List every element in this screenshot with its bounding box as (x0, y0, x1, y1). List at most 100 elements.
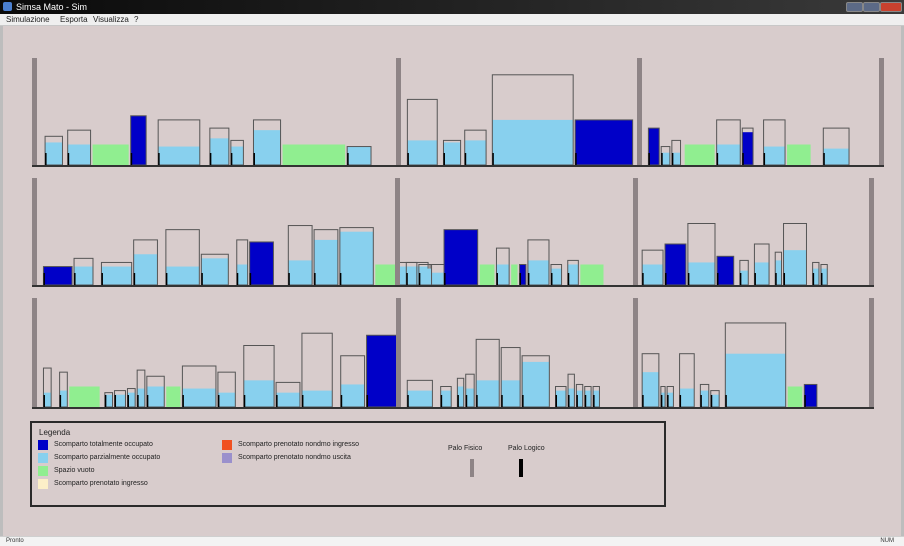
logical-pole (288, 273, 290, 285)
logical-pole (347, 153, 349, 165)
compartment-partial (550, 268, 562, 285)
logical-pole (496, 273, 498, 285)
logical-pole (754, 273, 756, 285)
legend-swatch-occupied (38, 440, 48, 450)
logical-pole (444, 273, 446, 285)
minimize-button[interactable] (846, 2, 863, 12)
logical-pole (130, 153, 133, 165)
logical-pole (59, 395, 62, 407)
menu-visualizza[interactable]: Visualizza (93, 15, 129, 24)
compartment-occupied (43, 266, 73, 285)
palo-logico-swatch (519, 459, 523, 477)
compartment-partial (823, 148, 850, 165)
compartment-partial (642, 264, 664, 285)
status-text: Pronto (6, 538, 24, 544)
compartment-partial (812, 268, 819, 285)
menu-bar: Simulazione Esporta Visualizza ? (0, 14, 904, 26)
compartment-partial (158, 146, 200, 165)
compartment-partial (230, 146, 244, 165)
empty-space (580, 264, 604, 285)
compartment-partial (567, 264, 579, 285)
compartment-partial (527, 260, 549, 285)
compartment-partial (440, 390, 452, 407)
compartment-partial (465, 388, 475, 407)
compartment-partial (464, 140, 487, 165)
compartment-partial (301, 390, 333, 407)
logical-pole (104, 395, 107, 407)
menu-esporta[interactable]: Esporta (60, 15, 88, 24)
menu-simulazione[interactable]: Simulazione (6, 15, 50, 24)
shelf-floor (32, 165, 884, 167)
empty-space (375, 264, 396, 285)
logical-pole (443, 153, 445, 165)
physical-pole (396, 58, 401, 165)
compartment-partial (114, 394, 126, 407)
logical-pole (593, 395, 595, 407)
compartment-partial (667, 392, 674, 407)
compartment-partial (568, 388, 575, 407)
logical-pole (340, 395, 343, 407)
compartment-partial (642, 372, 659, 407)
compartment-partial (133, 254, 158, 285)
compartment-partial (253, 130, 281, 165)
logical-pole (476, 395, 478, 407)
logical-pole (661, 153, 663, 165)
logical-pole (465, 395, 468, 407)
menu-help[interactable]: ? (134, 15, 139, 24)
logical-pole (725, 395, 727, 407)
logical-pole (717, 273, 719, 285)
logical-pole (457, 395, 459, 407)
compartment-partial (236, 264, 248, 285)
logical-pole (464, 153, 467, 165)
compartment-partial (555, 390, 567, 407)
physical-pole (32, 298, 37, 407)
logical-pole (182, 395, 184, 407)
legend-label-reserved-out-soon: Scomparto prenotato nondmo uscita (238, 454, 351, 461)
compartment-partial (522, 361, 550, 407)
shelf-floor (32, 407, 874, 409)
compartment-partial (763, 146, 786, 165)
legend-label-palo-fisico: Palo Fisico (448, 445, 483, 452)
compartment-partial (679, 388, 695, 407)
logical-pole (710, 395, 713, 407)
compartment-partial (687, 262, 716, 285)
legend-label-occupied: Scomparto totalmente occupato (54, 441, 153, 448)
logical-pole (146, 395, 149, 407)
legend-title: Legenda (39, 428, 71, 437)
maximize-button[interactable] (863, 2, 880, 12)
empty-space (69, 386, 100, 407)
compartment-partial (104, 394, 113, 407)
compartment-partial (407, 390, 433, 407)
title-bar[interactable]: Simsa Mato - Sim (0, 0, 904, 14)
compartment-partial (347, 146, 372, 165)
compartment-partial (700, 390, 709, 407)
physical-pole (32, 178, 37, 285)
compartment-partial (217, 392, 236, 407)
shelf-floor (32, 285, 874, 287)
empty-space (684, 144, 715, 165)
logical-pole (236, 273, 239, 285)
compartment-partial (783, 250, 807, 285)
logical-pole (301, 395, 304, 407)
close-button[interactable] (880, 2, 902, 12)
logical-pole (783, 273, 786, 285)
logical-pole (575, 153, 577, 165)
compartment-partial (661, 152, 670, 165)
compartment-partial (739, 270, 749, 285)
compartment-partial (288, 260, 313, 285)
logical-pole (407, 395, 409, 407)
compartment-partial (43, 392, 52, 407)
compartment-partial (457, 386, 464, 407)
logical-pole (74, 273, 76, 285)
compartment-partial (496, 264, 510, 285)
physical-pole (396, 298, 401, 407)
compartment-occupied (249, 241, 274, 285)
logical-pole (648, 153, 650, 165)
logical-pole (671, 153, 674, 165)
status-indicator: NUM (880, 538, 894, 544)
compartment-partial (406, 266, 417, 285)
window-title: Simsa Mato - Sim (16, 2, 88, 12)
logical-pole (43, 273, 45, 285)
compartment-partial (201, 258, 229, 285)
empty-space (479, 264, 495, 285)
